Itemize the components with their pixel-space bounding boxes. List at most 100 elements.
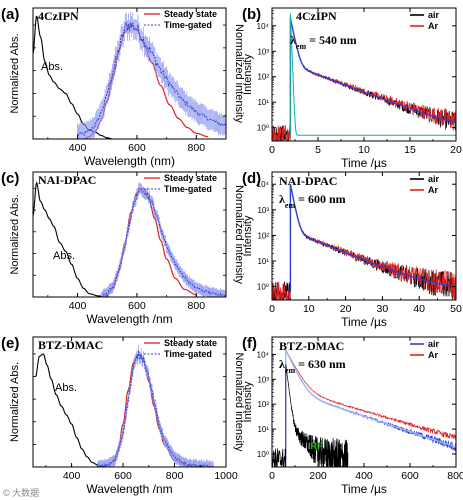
series-line-fit xyxy=(289,184,456,293)
y-axis-label-left: Normalized Abs. xyxy=(9,194,21,274)
y-axis-label: Intensity xyxy=(242,54,254,95)
x-axis-label: Wavelength /nm xyxy=(86,312,172,326)
plot-area-a xyxy=(33,12,226,139)
plot-frame-a xyxy=(32,7,227,140)
x-tick-label: 800 xyxy=(447,470,463,482)
sample-name: NAI-DPAC xyxy=(38,173,96,187)
legend-label: Steady state xyxy=(164,338,217,348)
panel-label: (b) xyxy=(242,6,261,23)
series-line-steady-state xyxy=(83,24,209,139)
y-tick-label: 10⁰ xyxy=(257,450,269,459)
chart-panel-e: 400 600 800 1000 Wavelength /nm Normalized Ab… xyxy=(1,335,245,496)
y-tick-label: 10⁰ xyxy=(257,283,269,292)
legend-label: air xyxy=(428,339,440,349)
series-baseline-ar xyxy=(272,124,291,141)
chart-panel-a: 400 600 800 Wavelength (nm) Normalized Abs. N… xyxy=(1,6,245,168)
series-line-time-gated xyxy=(77,21,226,137)
y-tick-label: 10² xyxy=(257,400,269,409)
y-tick-label: 10⁴ xyxy=(257,22,270,31)
plot-frame-c xyxy=(32,171,227,298)
series-line-air xyxy=(290,184,456,300)
x-tick-label: 1000 xyxy=(214,470,238,482)
x-tick-label: 600 xyxy=(128,300,146,312)
y-tick-label: 10³ xyxy=(257,375,269,384)
x-tick-label: 800 xyxy=(166,470,184,482)
panel-label: (a) xyxy=(1,6,19,23)
y-tick-label: 10³ xyxy=(257,47,269,56)
y-tick-label: 10¹ xyxy=(257,98,269,107)
abs-label: Abs. xyxy=(55,382,77,394)
series-line-ar xyxy=(285,348,456,467)
legend-label: air xyxy=(428,10,440,20)
series-line-abs- xyxy=(33,181,108,297)
x-tick-label: 400 xyxy=(69,300,87,312)
y-axis-label-right: Normalized intensity xyxy=(233,352,245,452)
lambda-annotation: λem = 630 nm xyxy=(279,357,346,375)
y-tick-label: 10¹ xyxy=(257,257,269,266)
x-tick-label: 400 xyxy=(63,470,81,482)
legend-label: Steady state xyxy=(164,9,217,19)
x-tick-label: 800 xyxy=(188,142,206,154)
x-tick-label: 0 xyxy=(269,144,275,156)
x-tick-label: 200 xyxy=(309,470,327,482)
y-tick-label: 10⁴ xyxy=(257,350,270,359)
x-tick-label: 30 xyxy=(377,303,389,315)
plot-frame-e xyxy=(32,336,227,468)
y-axis-label-left: Normalized Abs. xyxy=(9,362,21,442)
plot-area-f xyxy=(272,348,456,467)
series-line-fit xyxy=(285,349,456,467)
series-line-ar xyxy=(290,184,456,300)
plot-area-d xyxy=(272,184,456,300)
plot-area-c xyxy=(33,181,226,297)
x-axis-label: Time /µs xyxy=(341,156,387,170)
y-tick-label: 10² xyxy=(257,73,269,82)
x-axis-label: Wavelength /nm xyxy=(86,482,172,496)
plot-area-b xyxy=(272,13,456,141)
x-tick-label: 40 xyxy=(413,303,425,315)
lambda-annotation: λem = 600 nm xyxy=(279,192,346,210)
panel-label: (d) xyxy=(242,170,261,187)
sample-name: 4CzIPN xyxy=(38,9,79,23)
series-baseline-irf xyxy=(272,448,287,467)
y-tick-label: 10³ xyxy=(257,206,269,215)
legend-label: Time-gated xyxy=(164,184,212,194)
x-tick-label: 0 xyxy=(269,303,275,315)
x-tick-label: 400 xyxy=(69,142,87,154)
series-line-abs- xyxy=(35,353,106,467)
x-tick-label: 15 xyxy=(404,144,416,156)
series-line-time-gated xyxy=(97,350,214,467)
x-tick-label: 600 xyxy=(114,470,132,482)
legend-label: Ar xyxy=(428,350,438,360)
series-line-abs- xyxy=(33,15,114,139)
legend-label: Time-gated xyxy=(164,349,212,359)
series-line-steady-state xyxy=(107,353,201,467)
panel-label: (e) xyxy=(1,335,19,352)
chart-panel-d: 0 10 20 30 40 50 10⁰ 10¹ 10² 10³ 10⁴ Time /µs Intens… xyxy=(242,170,462,329)
series-line-time-gated xyxy=(101,187,226,297)
x-axis-label: Time /µs xyxy=(341,315,387,329)
x-tick-label: 20 xyxy=(340,303,352,315)
y-axis-label: Intensity xyxy=(242,381,254,422)
abs-label: Abs. xyxy=(41,61,63,73)
sample-name: 4CzIPN xyxy=(296,9,337,23)
abs-label: Abs. xyxy=(53,250,75,262)
y-axis-label-right: Normalized intensity xyxy=(233,185,245,285)
x-tick-label: 600 xyxy=(401,470,419,482)
x-tick-label: 50 xyxy=(450,303,462,315)
legend-label: air xyxy=(428,174,440,184)
sample-name: BTZ-DMAC xyxy=(38,338,103,352)
series-line-fit xyxy=(289,17,456,136)
legend-label: Steady state xyxy=(164,173,217,183)
x-tick-label: 800 xyxy=(188,300,206,312)
sample-name: NAI-DPAC xyxy=(279,174,337,188)
x-tick-label: 0 xyxy=(269,470,275,482)
sample-name: BTZ-DMAC xyxy=(279,339,344,353)
chart-panel-f: 0 200 400 600 800 10⁰ 10¹ 10² 10³ 10⁴ Time /µs Inte… xyxy=(242,335,463,496)
y-axis-label-left: Normalized Abs. xyxy=(9,33,21,113)
y-tick-label: 10⁰ xyxy=(257,124,269,133)
legend-label: Time-gated xyxy=(164,20,212,30)
panel-label: (c) xyxy=(1,170,19,187)
y-axis-label: Intensity xyxy=(242,215,254,256)
y-tick-label: 10⁴ xyxy=(257,180,270,189)
